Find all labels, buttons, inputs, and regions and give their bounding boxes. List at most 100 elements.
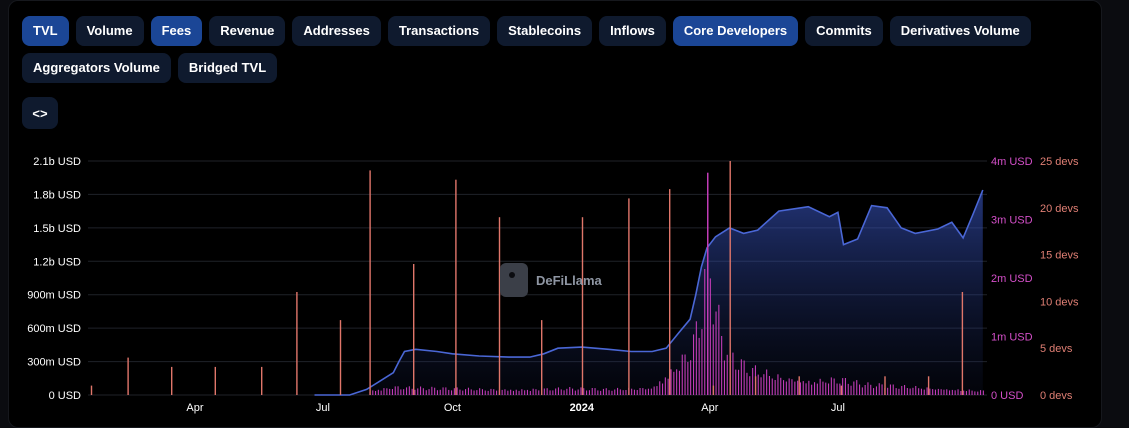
fee-bar (768, 376, 770, 395)
fee-bar (794, 381, 796, 395)
fee-bar (932, 389, 934, 395)
embed-code-button[interactable]: <> (22, 97, 58, 129)
fees-tick-label: 3m USD (991, 215, 1033, 227)
fee-bar (422, 388, 424, 395)
fee-bar (774, 380, 776, 395)
fee-bar (538, 390, 540, 395)
fee-bar (425, 390, 427, 395)
fee-bar (678, 370, 680, 395)
fee-bar (574, 390, 576, 395)
fee-bar (645, 389, 647, 395)
fee-bar (586, 390, 588, 395)
dev-bar (171, 366, 173, 395)
tab-stablecoins[interactable]: Stablecoins (497, 16, 593, 46)
fee-bar (777, 374, 779, 395)
tvl-tick-label: 1.2b USD (33, 256, 81, 268)
fee-bar (532, 388, 534, 395)
fee-bar (707, 172, 709, 395)
fee-bar (749, 376, 751, 395)
fee-bar (580, 387, 582, 395)
fee-bar (684, 354, 686, 395)
fee-bar (625, 390, 627, 395)
fee-bar (543, 388, 545, 395)
fee-bar (693, 334, 695, 395)
fee-bar (670, 369, 672, 395)
x-tick-label: Jul (316, 402, 330, 414)
fee-bar (555, 388, 557, 395)
fee-bar (799, 382, 801, 395)
fee-bar (870, 384, 872, 395)
tab-tvl[interactable]: TVL (22, 16, 69, 46)
fee-bar (504, 389, 506, 395)
fee-bar (977, 391, 979, 395)
fee-bar (920, 388, 922, 395)
fee-bar (746, 372, 748, 395)
fee-bar (850, 385, 852, 395)
fee-bar (462, 390, 464, 395)
fee-bar (377, 389, 379, 395)
fee-bar (633, 389, 635, 395)
tab-volume[interactable]: Volume (75, 16, 144, 46)
tvl-axis: 0 USD 300m USD 600m USD 900m USD 1.2b USD 1.5… (27, 156, 81, 402)
fee-bar (743, 360, 745, 395)
x-tick-label: 2024 (570, 402, 595, 414)
fee-bar (701, 329, 703, 395)
fee-bar (439, 389, 441, 395)
fee-bar (496, 390, 498, 395)
tab-commits[interactable]: Commits (805, 16, 883, 46)
fee-bar (892, 384, 894, 395)
fee-bar (889, 384, 891, 395)
fee-bar (380, 390, 382, 395)
fee-bar (847, 383, 849, 395)
tab-derivatives-volume[interactable]: Derivatives Volume (889, 16, 1031, 46)
dev-bar (581, 217, 584, 395)
fee-bar (583, 388, 585, 395)
fee-bar (417, 388, 419, 395)
fee-bar (859, 384, 861, 395)
fee-bar (465, 389, 467, 395)
tab-fees[interactable]: Fees (150, 16, 203, 46)
fee-bar (757, 374, 759, 395)
fee-bar (557, 387, 559, 395)
fee-bar (715, 311, 717, 395)
fee-bar (676, 369, 678, 395)
tab-bridged-tvl[interactable]: Bridged TVL (177, 53, 278, 83)
dev-bar (541, 320, 543, 395)
fee-bar (721, 336, 723, 395)
fee-bar (431, 386, 433, 395)
fee-bar (659, 381, 661, 395)
dev-bar (754, 376, 757, 395)
fee-bar (828, 383, 830, 395)
fee-bar (861, 387, 863, 395)
tab-core-developers[interactable]: Core Developers (672, 16, 799, 46)
dev-bar (498, 217, 501, 395)
fees-tick-label: 4m USD (991, 156, 1033, 168)
fee-bar (822, 381, 824, 395)
fee-bar (856, 380, 858, 395)
fee-bar (726, 354, 728, 395)
page-scroll-edge (1112, 0, 1129, 428)
tab-revenue[interactable]: Revenue (209, 16, 286, 46)
fee-bar (653, 386, 655, 395)
fee-bar (453, 388, 455, 395)
fee-bar (906, 388, 908, 395)
fee-bar (456, 387, 458, 395)
fee-bar (819, 378, 821, 395)
fee-bar (690, 360, 692, 395)
fee-bar (391, 389, 393, 395)
fee-bar (963, 390, 965, 395)
fee-bar (968, 389, 970, 395)
fee-bar (898, 388, 900, 395)
fee-bar (572, 388, 574, 395)
tab-transactions[interactable]: Transactions (387, 16, 491, 46)
fee-bar (957, 389, 959, 395)
tab-addresses[interactable]: Addresses (292, 16, 381, 46)
fee-bar (470, 389, 472, 395)
tab-aggregators-volume[interactable]: Aggregators Volume (22, 53, 171, 83)
fee-bar (467, 387, 469, 395)
tab-inflows[interactable]: Inflows (599, 16, 666, 46)
fee-bar (549, 390, 551, 395)
fee-bar (507, 390, 509, 395)
fee-bar (476, 390, 478, 395)
fee-bar (487, 390, 489, 395)
